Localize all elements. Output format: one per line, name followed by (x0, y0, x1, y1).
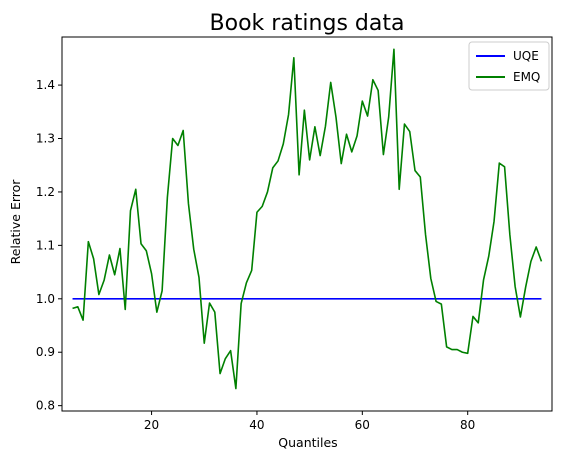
series-layer (72, 48, 543, 390)
y-tick-label: 1.0 (36, 292, 55, 306)
y-tick-label: 1.3 (36, 132, 55, 146)
y-tick-label: 0.9 (36, 345, 55, 359)
x-axis-label: Quantiles (278, 435, 337, 450)
legend: UQE EMQ (468, 41, 550, 91)
x-tick-label: 20 (144, 418, 159, 432)
series-line-emq (72, 48, 543, 390)
y-tick-label: 0.8 (36, 399, 55, 413)
chart-title: Book ratings data (210, 11, 405, 36)
plot-frame (61, 36, 553, 412)
x-tick-label: 80 (460, 418, 475, 432)
y-tick-label: 1.4 (36, 78, 55, 92)
y-axis-label: Relative Error (8, 179, 23, 265)
x-tick-label: 60 (355, 418, 370, 432)
x-tick-label: 40 (249, 418, 264, 432)
legend-label-emq: EMQ (513, 70, 540, 84)
tick-layer: 20 40 60 80 0.8 0.9 1.0 1.1 1.2 1.3 1.4 (36, 78, 475, 432)
y-tick-label: 1.1 (36, 238, 55, 252)
y-tick-label: 1.2 (36, 185, 55, 199)
legend-label-uqe: UQE (513, 49, 539, 63)
